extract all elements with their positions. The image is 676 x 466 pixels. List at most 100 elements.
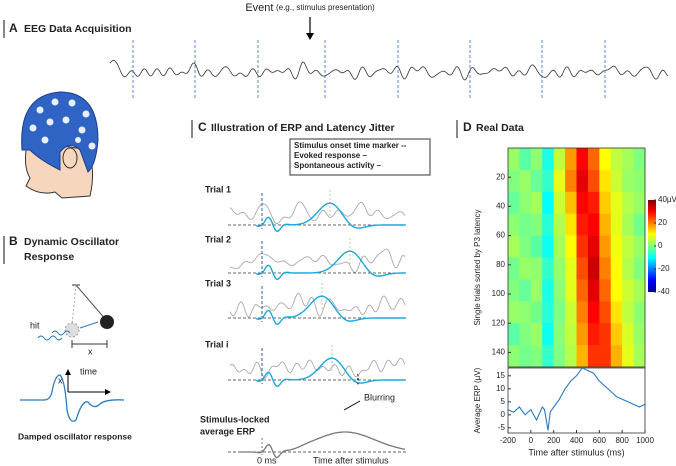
heatmap-cell — [622, 191, 634, 214]
legend-entry: Spontaneous activity – — [294, 161, 382, 170]
heatmap-cell — [599, 191, 612, 214]
legend-entry: Stimulus onset time marker -- — [294, 141, 407, 150]
heatmap-cell — [542, 301, 554, 324]
y-axis-label: Average ERP (µV) — [473, 367, 482, 433]
panel-title: Response — [24, 251, 74, 263]
heatmap-cell — [553, 345, 566, 368]
y-axis-label: Single trials sorted by P3 latency — [473, 209, 482, 325]
heatmap-cell — [553, 213, 566, 236]
heatmap-cell — [576, 148, 589, 171]
heatmap-cell — [622, 279, 634, 302]
heatmap-cell — [508, 345, 520, 368]
erp-line — [507, 367, 646, 431]
colorbar-label: 40µV — [658, 195, 676, 204]
heatmap-cell — [599, 345, 612, 368]
x-tick-label: 600 — [593, 436, 607, 445]
heatmap-cell — [587, 279, 600, 302]
heatmap-cell — [508, 323, 520, 346]
heatmap-cell — [610, 257, 623, 280]
heatmap-cell — [519, 169, 532, 193]
heatmap-cell — [622, 257, 634, 280]
heatmap-cell — [530, 257, 543, 280]
caption: Damped oscillator response — [18, 431, 132, 441]
x-tick-label: 800 — [615, 436, 629, 445]
heatmap-cell — [622, 345, 634, 368]
y-tick-label: 120 — [492, 318, 506, 327]
heatmap-cell — [565, 257, 577, 280]
heatmap-cell — [530, 279, 543, 302]
heatmap-cell — [553, 191, 566, 214]
heatmap-cell — [633, 148, 646, 171]
heatmap-cell — [519, 235, 532, 258]
y-tick-label: 100 — [492, 289, 506, 298]
panel-letter: C — [198, 120, 207, 134]
heatmap-cell — [622, 235, 634, 258]
heatmap-cell — [610, 148, 623, 171]
heatmap-cell — [542, 148, 554, 171]
heatmap-cell — [622, 213, 634, 236]
heatmap-cell — [519, 323, 532, 346]
heatmap-cell — [576, 169, 589, 193]
y-tick-label: 140 — [492, 348, 506, 357]
average-label: Stimulus-locked — [200, 414, 270, 424]
heatmap-cell — [622, 323, 634, 346]
heatmap-cell — [519, 279, 532, 302]
spontaneous-trace — [229, 201, 406, 225]
heatmap-cell — [610, 301, 623, 324]
heatmap-cell — [508, 279, 520, 302]
eeg-trace — [109, 59, 669, 81]
heatmap-cell — [576, 301, 589, 324]
x-tick-label: 400 — [570, 436, 584, 445]
head-illustration — [21, 91, 99, 199]
heatmap-cell — [565, 279, 577, 302]
heatmap-cell — [610, 169, 623, 193]
heatmap-cell — [599, 169, 612, 193]
y-tick-label: 80 — [496, 260, 505, 269]
y-tick-label: 5 — [501, 397, 506, 406]
heatmap-cell — [622, 148, 634, 171]
x-tick-label: -200 — [500, 436, 517, 445]
heatmap-cell — [610, 191, 623, 214]
heatmap-cell — [576, 191, 589, 214]
heatmap-cell — [565, 323, 577, 346]
trial-label: Trial 2 — [205, 234, 231, 244]
heatmap-cell — [519, 301, 532, 324]
y-tick-label: 40 — [496, 202, 505, 211]
heatmap-cell — [576, 257, 589, 280]
heatmap-cell — [519, 148, 532, 171]
heatmap-cell — [587, 323, 600, 346]
heatmap-cell — [530, 323, 543, 346]
heatmap-cell — [508, 213, 520, 236]
panel-title: Dynamic Oscillator — [24, 236, 119, 248]
heatmap-cell — [622, 169, 634, 193]
axis-label: time — [80, 366, 97, 376]
heatmap-cell — [565, 213, 577, 236]
heatmap-cell — [542, 213, 554, 236]
blurring-label: Blurring — [364, 392, 395, 402]
heatmap-cell — [519, 257, 532, 280]
heatmap-cell — [610, 345, 623, 368]
blurring-arrow — [343, 400, 361, 411]
heatmap-cell — [633, 323, 646, 346]
heatmap-cell — [508, 191, 520, 214]
heatmap-cell — [576, 323, 589, 346]
heatmap-cell — [542, 279, 554, 302]
heatmap-cell — [542, 191, 554, 214]
average-label: average ERP — [200, 426, 255, 436]
heatmap-cell — [576, 235, 589, 258]
heatmap-cell — [553, 279, 566, 302]
spontaneous-trace — [229, 357, 406, 379]
heatmap-cell — [542, 235, 554, 258]
heatmap-cell — [553, 323, 566, 346]
x-tick-label: 1000 — [636, 436, 654, 445]
panel-letter: D — [463, 120, 472, 134]
heatmap-cell — [599, 235, 612, 258]
time-label: Time after stimulus — [313, 455, 389, 465]
heatmap-cell — [530, 148, 543, 171]
colorbar-label: 20 — [658, 218, 667, 227]
event-note: (e.g., stimulus presentation) — [276, 3, 375, 12]
heatmap-cell — [610, 235, 623, 258]
heatmap-cell — [508, 148, 520, 171]
evoked-trace — [255, 250, 405, 281]
x-tick-label: 200 — [547, 436, 561, 445]
